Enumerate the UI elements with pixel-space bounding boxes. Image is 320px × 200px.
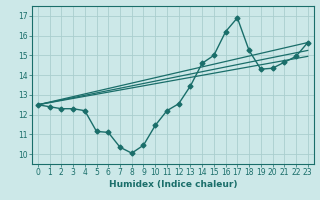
X-axis label: Humidex (Indice chaleur): Humidex (Indice chaleur) (108, 180, 237, 189)
